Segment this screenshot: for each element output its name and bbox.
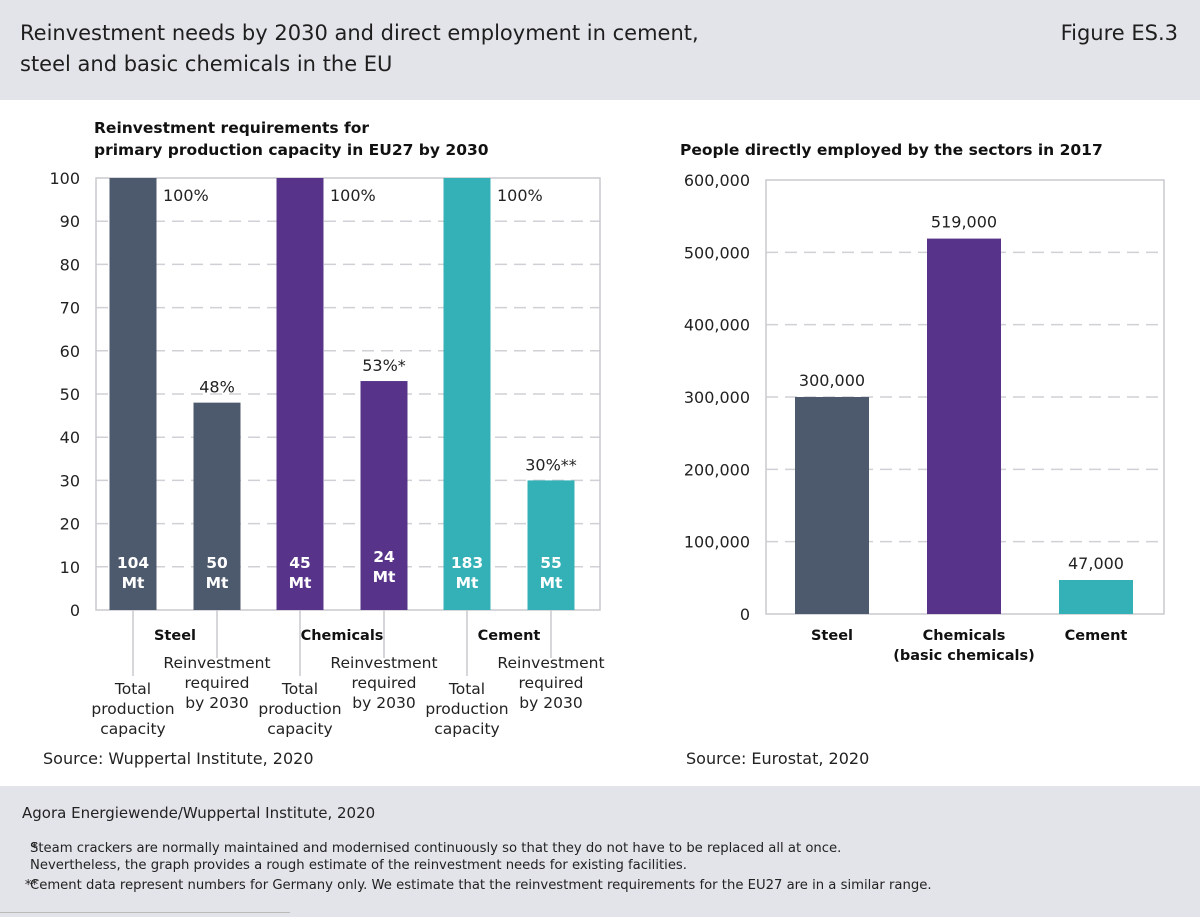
bar-percent-label: 30%** bbox=[525, 455, 577, 474]
footnote-mark: ** bbox=[24, 878, 38, 893]
y-tick-label: 600,000 bbox=[684, 171, 750, 190]
chart-title: People directly employed by the sectors … bbox=[680, 141, 1103, 159]
bar-cement bbox=[1059, 580, 1133, 614]
bar-percent-label: 48% bbox=[199, 378, 235, 397]
bar-percent-label: 53%* bbox=[362, 356, 406, 375]
y-tick-label: 500,000 bbox=[684, 243, 750, 262]
chart-source: Source: Eurostat, 2020 bbox=[686, 749, 869, 768]
figure-title-line-2: steel and basic chemicals in the EU bbox=[20, 52, 393, 76]
y-tick-label: 30 bbox=[60, 471, 80, 490]
category-label-total: capacity bbox=[434, 720, 499, 738]
x-category-label: Steel bbox=[811, 628, 853, 644]
category-label-total: production bbox=[258, 700, 341, 718]
bar-inner-unit: Mt bbox=[540, 574, 563, 592]
footnote-line: Nevertheless, the graph provides a rough… bbox=[30, 858, 687, 873]
y-tick-label: 80 bbox=[60, 255, 80, 274]
bar-percent-label: 100% bbox=[163, 186, 209, 205]
category-label-reinvestment: by 2030 bbox=[352, 694, 415, 712]
y-tick-label: 60 bbox=[60, 342, 80, 361]
footnote-line: Steam crackers are normally maintained a… bbox=[30, 841, 842, 856]
x-category-label: Chemicals bbox=[923, 628, 1006, 644]
footnote-mark: * bbox=[31, 841, 38, 856]
y-tick-label: 200,000 bbox=[684, 460, 750, 479]
figure-title-line-1: Reinvestment needs by 2030 and direct em… bbox=[20, 21, 699, 45]
bar-chemicals-total bbox=[276, 178, 324, 610]
bar-value-label: 300,000 bbox=[799, 371, 865, 390]
bar-inner-unit: Mt bbox=[373, 568, 396, 586]
bar-inner-value: 24 bbox=[373, 548, 395, 566]
figure-header: Reinvestment needs by 2030 and direct em… bbox=[0, 0, 1200, 100]
y-tick-label: 70 bbox=[60, 299, 80, 318]
chart-panel: Reinvestment requirements for primary pro… bbox=[0, 100, 1200, 786]
figure-title: Reinvestment needs by 2030 and direct em… bbox=[20, 18, 780, 80]
reinvestment-chart: Reinvestment requirements for primary pro… bbox=[43, 119, 605, 768]
category-label-total: Total bbox=[114, 680, 151, 698]
plot-frame bbox=[95, 177, 601, 611]
figure-footer: Agora Energiewende/Wuppertal Institute, … bbox=[0, 786, 1200, 917]
category-label-reinvestment: by 2030 bbox=[519, 694, 582, 712]
footnote-cement: ** Cement data represent numbers for Ger… bbox=[0, 877, 1200, 894]
x-category-label: (basic chemicals) bbox=[893, 648, 1034, 664]
y-tick-label: 50 bbox=[60, 385, 80, 404]
category-label-total: Total bbox=[281, 680, 318, 698]
category-label-total: capacity bbox=[100, 720, 165, 738]
y-tick-label: 100 bbox=[49, 169, 80, 188]
bar-chemicals-reinvestment bbox=[360, 381, 408, 610]
category-label-reinvestment: by 2030 bbox=[185, 694, 248, 712]
bar-inner-value: 50 bbox=[206, 554, 228, 572]
category-label-total: capacity bbox=[267, 720, 332, 738]
chart-title-line: primary production capacity in EU27 by 2… bbox=[94, 141, 489, 159]
bar-steel bbox=[795, 397, 869, 614]
bar-inner-unit: Mt bbox=[122, 574, 145, 592]
bar-inner-unit: Mt bbox=[456, 574, 479, 592]
bottom-divider bbox=[0, 912, 290, 913]
category-label-reinvestment: Reinvestment bbox=[497, 654, 604, 672]
y-tick-label: 400,000 bbox=[684, 316, 750, 335]
bar-cement-total bbox=[443, 178, 491, 610]
bar-steel-total bbox=[109, 178, 157, 610]
bar-percent-label: 100% bbox=[497, 186, 543, 205]
bar-inner-value: 45 bbox=[289, 554, 311, 572]
y-tick-label: 20 bbox=[60, 515, 80, 534]
category-label-reinvestment: required bbox=[352, 674, 417, 692]
footnote-line: Cement data represent numbers for German… bbox=[30, 878, 932, 893]
group-label-cement: Cement bbox=[478, 628, 541, 644]
y-tick-label: 0 bbox=[70, 601, 80, 620]
category-label-reinvestment: Reinvestment bbox=[163, 654, 270, 672]
bar-chemicals bbox=[927, 238, 1001, 614]
y-tick-label: 40 bbox=[60, 428, 80, 447]
group-label-chemicals: Chemicals bbox=[301, 628, 384, 644]
employment-chart: People directly employed by the sectors … bbox=[680, 141, 1165, 768]
bar-inner-value: 104 bbox=[117, 554, 150, 572]
category-label-total: production bbox=[425, 700, 508, 718]
credit-line: Agora Energiewende/Wuppertal Institute, … bbox=[22, 804, 376, 822]
y-tick-label: 100,000 bbox=[684, 533, 750, 552]
chart-source: Source: Wuppertal Institute, 2020 bbox=[43, 749, 314, 768]
figure-number: Figure ES.3 bbox=[1060, 21, 1178, 45]
bar-value-label: 519,000 bbox=[931, 213, 997, 232]
bar-inner-unit: Mt bbox=[289, 574, 312, 592]
bar-inner-unit: Mt bbox=[206, 574, 229, 592]
bar-inner-value: 55 bbox=[540, 554, 562, 572]
category-label-total: production bbox=[91, 700, 174, 718]
x-category-label: Cement bbox=[1065, 628, 1128, 644]
group-label-steel: Steel bbox=[154, 628, 196, 644]
y-tick-label: 300,000 bbox=[684, 388, 750, 407]
bar-value-label: 47,000 bbox=[1068, 554, 1124, 573]
bar-steel-reinvestment bbox=[193, 402, 241, 610]
footnote-chemicals: * Steam crackers are normally maintained… bbox=[0, 840, 1200, 874]
bar-inner-value: 183 bbox=[451, 554, 483, 572]
category-label-reinvestment: required bbox=[185, 674, 250, 692]
y-tick-label: 0 bbox=[740, 605, 750, 624]
category-label-reinvestment: Reinvestment bbox=[330, 654, 437, 672]
y-tick-label: 90 bbox=[60, 212, 80, 231]
y-tick-label: 10 bbox=[60, 558, 80, 577]
bar-cement-reinvestment bbox=[527, 480, 575, 610]
bar-percent-label: 100% bbox=[330, 186, 376, 205]
category-label-total: Total bbox=[448, 680, 485, 698]
chart-title-line: Reinvestment requirements for bbox=[94, 119, 369, 137]
category-label-reinvestment: required bbox=[519, 674, 584, 692]
